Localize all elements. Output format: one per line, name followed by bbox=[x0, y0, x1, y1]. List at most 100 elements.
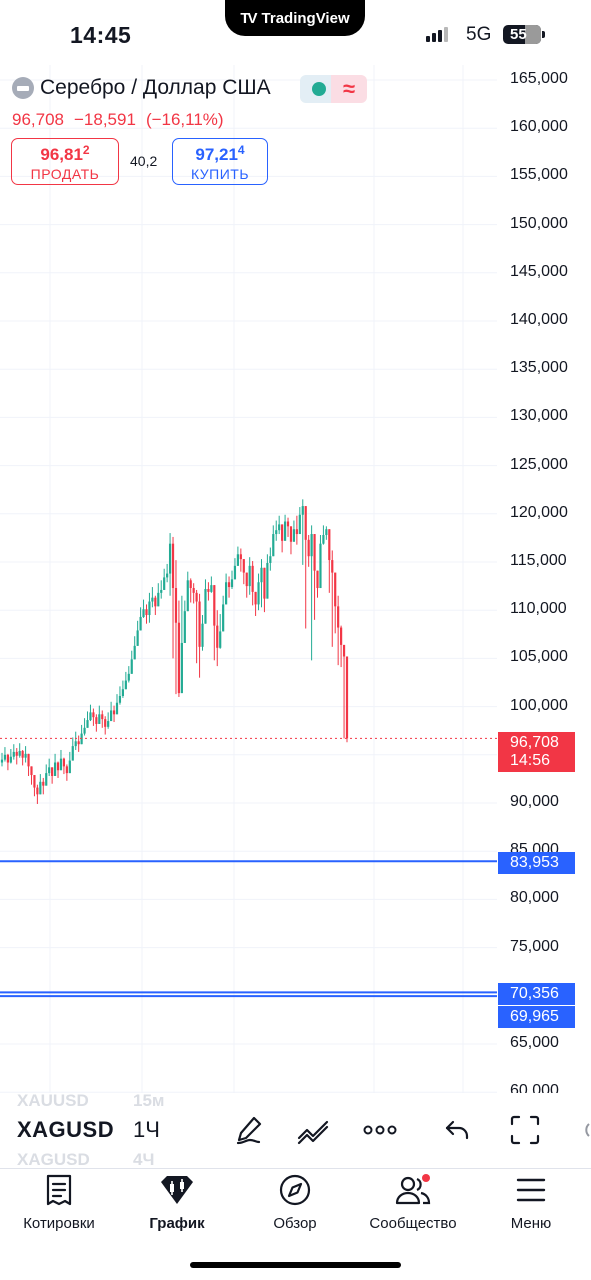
price-scale-label: 150,000 bbox=[510, 214, 568, 232]
candle-body bbox=[192, 588, 195, 593]
candle-body bbox=[12, 751, 15, 757]
lower-line-tag-b[interactable]: 69,965 bbox=[498, 1006, 575, 1028]
candle-body bbox=[248, 565, 251, 587]
price-scale-label: 145,000 bbox=[510, 262, 568, 280]
candle-body bbox=[130, 659, 133, 674]
nav-item-chart[interactable]: График bbox=[118, 1172, 236, 1232]
candle-body bbox=[254, 591, 257, 605]
delayed-data-icon[interactable]: ≈ bbox=[331, 75, 367, 103]
candle-body bbox=[0, 759, 4, 763]
price-scale-label: 115,000 bbox=[510, 552, 567, 569]
lower-line-tag-a[interactable]: 70,356 bbox=[498, 983, 575, 1005]
candle-body bbox=[278, 524, 281, 531]
candle-body bbox=[110, 710, 113, 722]
candle-body bbox=[104, 719, 107, 727]
nav-label-menu: Меню bbox=[510, 1215, 552, 1232]
price-change-row: 96,708 −18,591 (−16,11%) bbox=[12, 110, 224, 130]
price-change-percent: (−16,11%) bbox=[145, 110, 224, 129]
candle-body bbox=[242, 559, 245, 573]
ghost-symbol-below: XAGUSD bbox=[17, 1150, 90, 1169]
candle-body bbox=[310, 534, 313, 557]
price-scale-label: 65,000 bbox=[510, 1034, 559, 1051]
partial-tool-icon[interactable] bbox=[575, 1110, 591, 1150]
nav-item-menu[interactable]: Меню bbox=[472, 1172, 590, 1232]
nav-label-quotes: Котировки bbox=[23, 1215, 95, 1232]
candle-body bbox=[24, 753, 27, 758]
candle-body bbox=[74, 741, 77, 747]
price-scale-label: 75,000 bbox=[510, 937, 559, 955]
buy-button[interactable]: 97,214 КУПИТЬ bbox=[172, 138, 268, 185]
sell-label: ПРОДАТЬ bbox=[30, 166, 100, 182]
community-icon bbox=[354, 1172, 472, 1208]
candle-body bbox=[166, 573, 169, 578]
candle-body bbox=[68, 760, 71, 774]
candle-body bbox=[289, 526, 293, 542]
candle-body bbox=[313, 534, 316, 571]
candle-body bbox=[345, 656, 349, 739]
bar-countdown: 14:56 bbox=[510, 752, 551, 769]
chart-area[interactable] bbox=[0, 65, 591, 1095]
candle-body bbox=[222, 604, 225, 632]
symbol-header[interactable]: Серебро / Доллар США bbox=[12, 76, 271, 100]
ghost-symbol-above: XAUUSD bbox=[17, 1091, 89, 1110]
candle-body bbox=[257, 582, 260, 605]
price-chart[interactable] bbox=[0, 65, 591, 1095]
candle-body bbox=[233, 565, 237, 580]
notification-dot bbox=[422, 1174, 430, 1182]
candle-body bbox=[174, 588, 178, 623]
pen-icon[interactable] bbox=[229, 1110, 269, 1150]
candle-body bbox=[33, 775, 36, 788]
undo-icon[interactable] bbox=[438, 1110, 478, 1150]
trend-line-icon[interactable] bbox=[294, 1110, 334, 1150]
upper-line-tag[interactable]: 83,953 bbox=[498, 852, 575, 874]
price-scale-label: 135,000 bbox=[510, 359, 568, 377]
candle-body bbox=[177, 622, 181, 694]
candle-body bbox=[21, 750, 24, 758]
candle-body bbox=[48, 767, 51, 774]
more-icon[interactable] bbox=[360, 1110, 400, 1150]
network-type: 5G bbox=[466, 24, 492, 45]
buy-price: 97,214 bbox=[195, 143, 245, 164]
candle-body bbox=[325, 529, 328, 536]
candle-body bbox=[283, 521, 287, 541]
interval-selector[interactable]: 1Ч bbox=[133, 1117, 160, 1142]
symbol-selector[interactable]: XAGUSD bbox=[17, 1117, 115, 1142]
candle-body bbox=[281, 524, 284, 541]
candle-body bbox=[39, 781, 42, 795]
symbol-name[interactable]: Серебро / Доллар США bbox=[40, 76, 271, 99]
compass-icon bbox=[236, 1172, 354, 1208]
price-scale-label: 165,000 bbox=[510, 70, 568, 87]
candle-body bbox=[83, 727, 86, 734]
candle-body bbox=[304, 506, 307, 540]
menu-icon bbox=[472, 1172, 590, 1208]
watchlist-icon bbox=[0, 1172, 118, 1208]
candle-body bbox=[51, 767, 54, 777]
last-price: 96,708 bbox=[12, 110, 64, 129]
fullscreen-icon[interactable] bbox=[505, 1110, 545, 1150]
candle-body bbox=[124, 680, 127, 690]
candle-body bbox=[112, 710, 116, 715]
candle-body bbox=[36, 787, 39, 795]
nav-item-quotes[interactable]: Котировки bbox=[0, 1172, 118, 1232]
candle-body bbox=[225, 582, 228, 605]
price-scale-label: 90,000 bbox=[510, 793, 559, 810]
candle-body bbox=[171, 543, 175, 589]
candle-body bbox=[298, 514, 301, 535]
candle-body bbox=[272, 534, 275, 557]
candle-body bbox=[86, 720, 89, 728]
nav-item-overview[interactable]: Обзор bbox=[236, 1172, 354, 1232]
price-scale-label: 130,000 bbox=[510, 407, 568, 425]
candle-body bbox=[157, 592, 160, 607]
nav-item-community[interactable]: Сообщество bbox=[354, 1172, 472, 1232]
price-scale-label: 160,000 bbox=[510, 118, 568, 136]
status-time: 14:45 bbox=[70, 22, 132, 48]
chart-icon bbox=[118, 1172, 236, 1208]
candle-body bbox=[307, 539, 310, 557]
nav-label-chart: График bbox=[149, 1215, 205, 1232]
candle-body bbox=[236, 554, 239, 566]
candle-body bbox=[210, 585, 213, 592]
candle-body bbox=[163, 577, 166, 590]
status-bar: 14:45 TV TradingView 5G 55 bbox=[0, 0, 591, 70]
candle-body bbox=[56, 762, 60, 771]
sell-button[interactable]: 96,812 ПРОДАТЬ bbox=[11, 138, 119, 185]
